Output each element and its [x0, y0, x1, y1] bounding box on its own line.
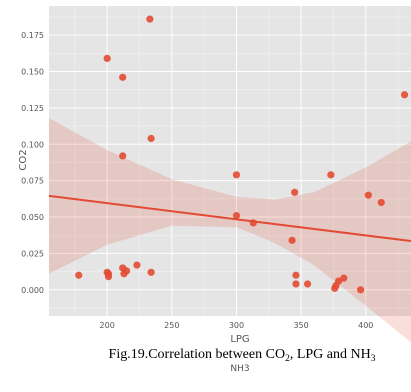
data-point: [304, 280, 311, 287]
y-tick-label: 0.050: [21, 213, 44, 222]
data-point: [75, 272, 82, 279]
data-point: [119, 74, 126, 81]
x-axis-label: LPG: [0, 334, 411, 345]
y-tick-label: 0.025: [21, 249, 44, 258]
data-point: [250, 219, 257, 226]
data-point: [288, 237, 295, 244]
y-tick-label: 0.000: [21, 286, 44, 295]
y-tick-label: 0.075: [21, 177, 44, 186]
data-point: [146, 15, 153, 22]
data-point: [104, 55, 111, 62]
data-point: [357, 286, 364, 293]
data-point: [105, 273, 112, 280]
y-tick-label: 0.150: [21, 67, 44, 76]
data-point: [291, 189, 298, 196]
data-point: [148, 269, 155, 276]
data-point: [148, 135, 155, 142]
data-point: [133, 261, 140, 268]
y-tick-label: 0.125: [21, 104, 44, 113]
data-point: [292, 280, 299, 287]
x-tick-label: 300: [229, 321, 244, 330]
data-point: [365, 192, 372, 199]
data-point: [123, 267, 130, 274]
data-point: [119, 152, 126, 159]
data-point: [292, 272, 299, 279]
data-point: [340, 275, 347, 282]
data-point: [378, 199, 385, 206]
data-point: [327, 171, 334, 178]
data-point: [401, 91, 408, 98]
x-tick-label: 400: [358, 321, 373, 330]
caption-middle: , LPG and NH: [290, 347, 371, 362]
scatter-plot: 0.0000.0250.0500.0750.1000.1250.1500.175…: [0, 0, 411, 345]
x-tick-label: 250: [164, 321, 179, 330]
data-point: [233, 212, 240, 219]
x-tick-label: 200: [100, 321, 115, 330]
figure-caption: Fig.19.Correlation between CO2, LPG and …: [2, 347, 411, 364]
caption-wrapped-line: NH3: [0, 364, 411, 374]
data-point: [233, 171, 240, 178]
y-axis-label: CO2: [18, 145, 38, 175]
y-tick-label: 0.175: [21, 31, 44, 40]
x-tick-label: 350: [293, 321, 308, 330]
caption-prefix: Fig.19.Correlation between CO: [109, 347, 286, 362]
caption-sub-nh3: 3: [371, 354, 376, 364]
x-tick-labels: 200 250 300 350 400: [100, 321, 374, 330]
